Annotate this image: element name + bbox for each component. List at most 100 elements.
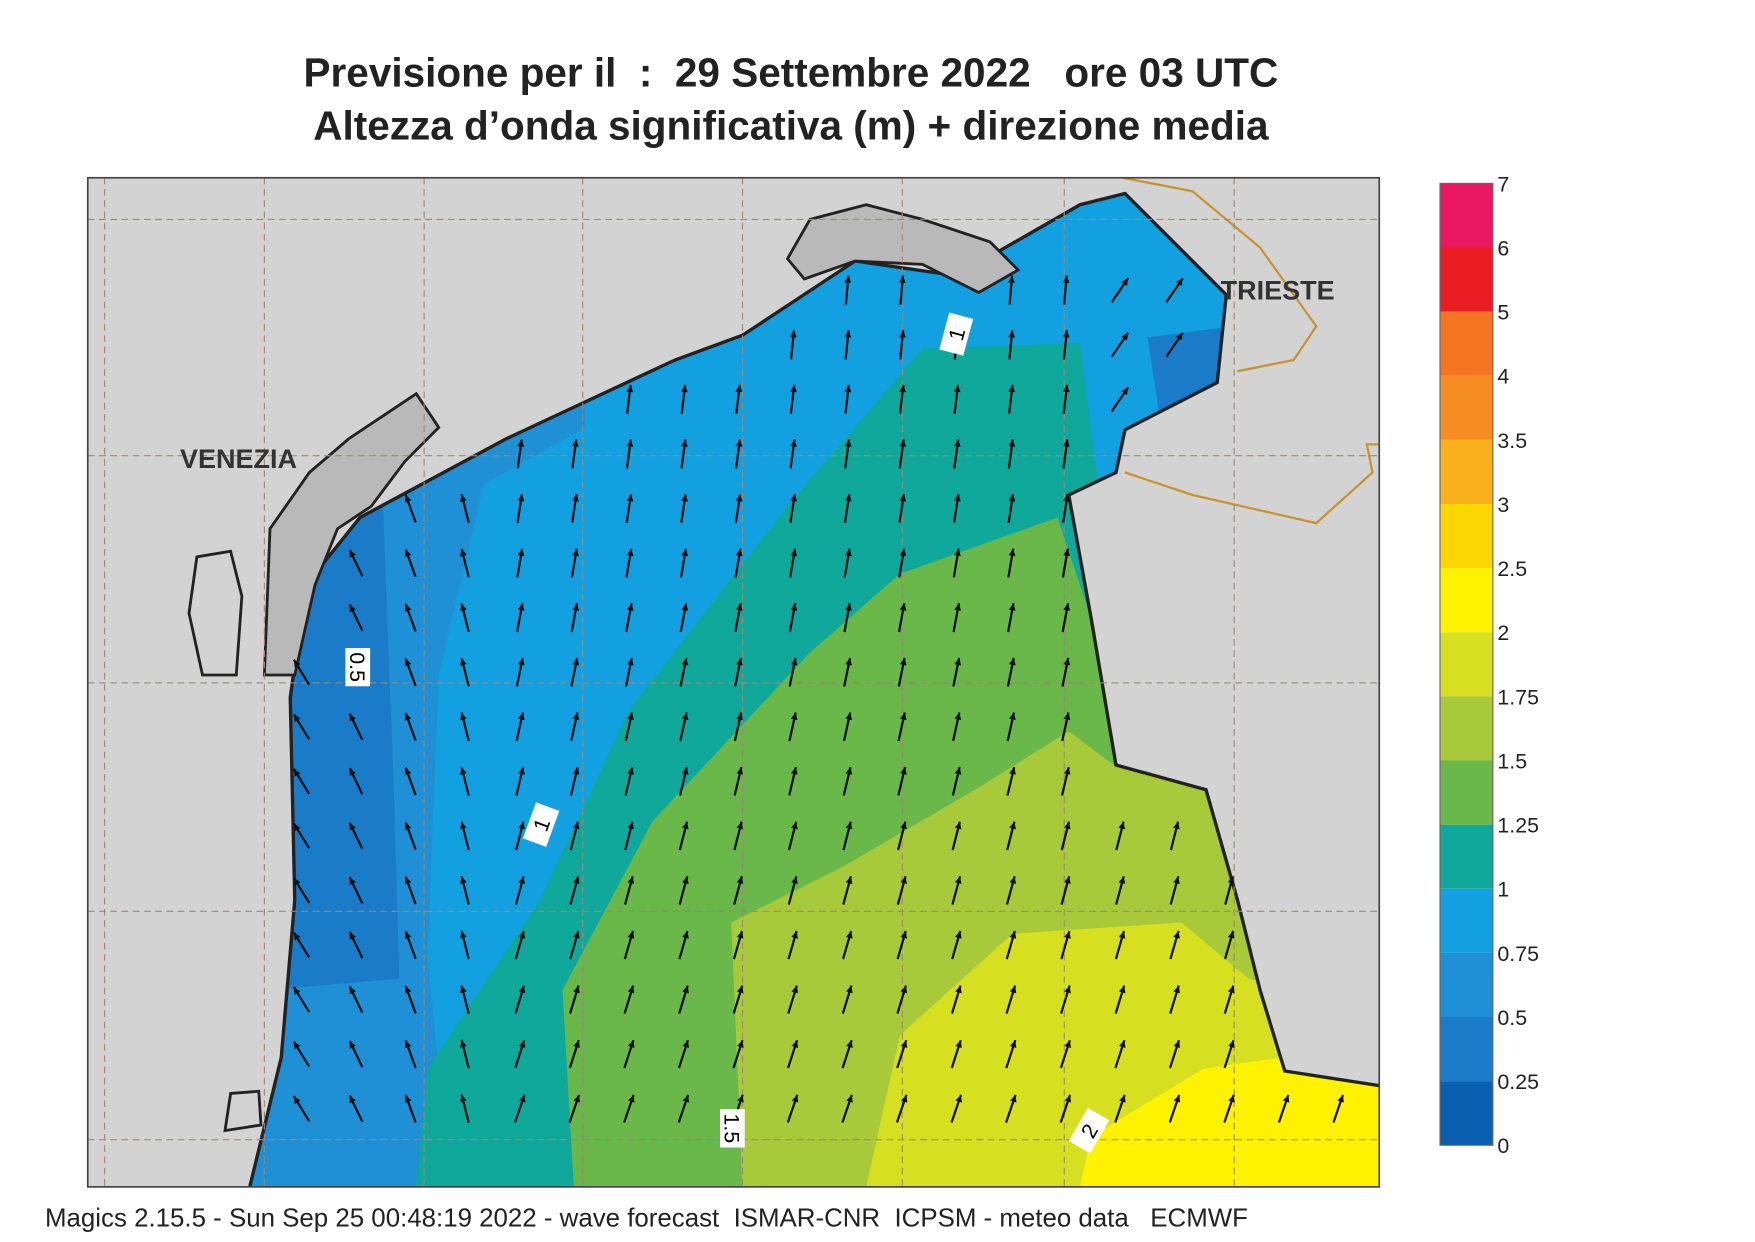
arrow — [734, 439, 743, 469]
arrow-head — [627, 821, 635, 830]
arrow-head — [845, 657, 852, 666]
arrow-head — [404, 712, 412, 721]
arrow-head — [1228, 1094, 1235, 1103]
arrow — [1005, 930, 1017, 960]
arrow-head — [845, 712, 853, 721]
arrow-head — [349, 931, 356, 940]
arrow-head — [518, 1094, 526, 1103]
arrow-head — [1119, 1094, 1126, 1103]
arrow — [843, 493, 852, 524]
arrow-head — [1173, 930, 1180, 939]
arrow-head — [460, 712, 467, 721]
arrow-head — [404, 985, 412, 994]
arrow-head — [1008, 384, 1016, 393]
arrow-head — [844, 439, 852, 447]
arrow — [952, 657, 962, 687]
arrow-head — [518, 821, 525, 830]
arrow — [678, 821, 689, 851]
arrow — [1168, 1039, 1181, 1069]
arrow-head — [845, 821, 853, 830]
arrow-head — [1121, 387, 1129, 396]
arrow — [292, 1041, 311, 1068]
arrow — [460, 603, 470, 633]
arrow — [1165, 332, 1184, 358]
arrow — [571, 493, 579, 524]
arrow-head — [791, 821, 798, 830]
arrow — [569, 930, 580, 960]
arrow-head — [628, 1094, 635, 1103]
legend-tick-label: 1 — [1497, 878, 1509, 902]
arrow-head — [1009, 930, 1017, 939]
arrow-head — [1010, 1094, 1017, 1103]
border — [1122, 177, 1380, 525]
arrow — [1168, 1094, 1181, 1123]
arrow-head — [846, 1094, 853, 1103]
arrow — [348, 1040, 364, 1068]
arrow-head — [735, 439, 743, 447]
arrow — [460, 821, 470, 851]
arrow — [734, 603, 743, 633]
arrow-head — [681, 548, 689, 557]
arrow — [734, 548, 743, 578]
legend-swatch — [1440, 1081, 1493, 1146]
arrow — [844, 330, 852, 360]
arrow — [460, 548, 470, 578]
legend-tick-label: 3.5 — [1497, 429, 1527, 453]
arrow-head — [1227, 876, 1235, 885]
arrow — [895, 1094, 908, 1123]
contour-label: 1.5 — [720, 1109, 745, 1148]
map-figure: Previsione per il : 29 Settembre 2022 or… — [45, 50, 1539, 1233]
arrow-head — [517, 657, 525, 666]
arrow — [951, 766, 962, 796]
arrow — [844, 384, 852, 415]
legend-swatch — [1440, 375, 1493, 440]
arrow-head — [900, 821, 907, 830]
arrow-head — [899, 603, 907, 611]
arrow-head — [900, 1094, 908, 1103]
arrow — [897, 712, 907, 742]
arrow-head — [572, 767, 580, 775]
arrow-head — [460, 876, 467, 884]
arrow-head — [954, 876, 962, 885]
arrow — [787, 876, 798, 905]
legend-tick-label: 0.75 — [1497, 942, 1539, 966]
arrow — [951, 876, 962, 905]
arrow — [1062, 384, 1070, 415]
color-legend: 0 0.25 0.5 0.75 1 1.25 1.5 1.75 2 2.5 3 3.5 4 5 6 7 — [1439, 172, 1539, 1158]
arrow — [786, 1094, 799, 1123]
arrow-head — [900, 1040, 908, 1049]
arrow-head — [681, 767, 689, 775]
arrow — [1060, 930, 1071, 960]
arrow-head — [900, 767, 907, 775]
arrow-head — [349, 1095, 356, 1104]
arrow — [733, 876, 744, 905]
arrow — [787, 821, 798, 851]
arrow — [680, 439, 688, 469]
arrow-head — [682, 1094, 690, 1103]
arrow — [1005, 985, 1017, 1014]
arrow — [292, 1095, 311, 1122]
arrow-head — [1008, 330, 1015, 338]
arrow-head — [736, 930, 744, 939]
arrow-head — [404, 822, 412, 830]
contour-label-box — [1068, 1107, 1110, 1154]
arrow-head — [899, 494, 907, 502]
legend-swatch — [1440, 760, 1493, 825]
arrow — [292, 659, 311, 686]
arrow-head — [736, 985, 744, 994]
arrow-head — [954, 603, 961, 611]
arrow — [843, 603, 852, 633]
arrow-head — [517, 494, 525, 502]
arrow — [514, 1039, 526, 1069]
band — [1080, 1057, 1380, 1187]
arrow — [1005, 876, 1017, 905]
arrow — [624, 657, 634, 687]
legend-swatch — [1440, 504, 1493, 569]
arrow-head — [517, 603, 525, 611]
arrow-head — [293, 714, 301, 723]
arrow — [625, 439, 634, 469]
arrow — [896, 1039, 908, 1069]
legend-tick-label: 1.5 — [1497, 749, 1527, 773]
arrow — [460, 985, 470, 1015]
arrow — [1061, 712, 1071, 742]
